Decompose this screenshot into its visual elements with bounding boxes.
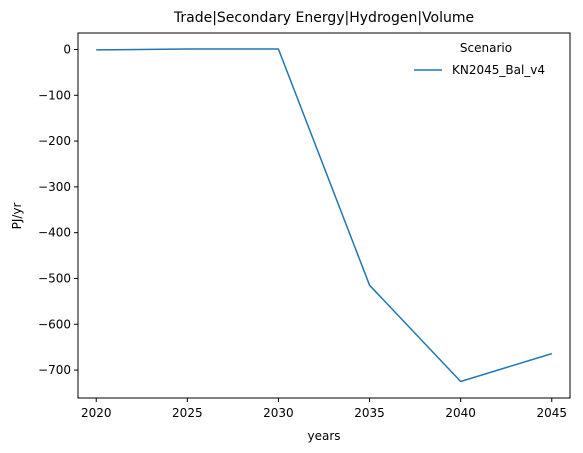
y-tick-label: −500	[38, 271, 71, 285]
x-axis: 2020 2025 2030 2035 2040 2045	[81, 398, 567, 420]
plot-area-frame	[77, 32, 571, 399]
y-axis: 0 −100 −200 −300 −400 −500 −600 −700	[38, 42, 78, 377]
y-axis-label: PJ/yr	[10, 203, 24, 230]
legend-title: Scenario	[460, 41, 512, 55]
chart-title: Trade|Secondary Energy|Hydrogen|Volume	[173, 10, 474, 26]
x-tick-label: 2020	[81, 406, 112, 420]
x-tick-label: 2030	[263, 406, 294, 420]
y-tick-label: 0	[63, 42, 71, 56]
y-tick-label: −300	[38, 180, 71, 194]
series-line-kn2045-bal-v4	[96, 48, 553, 383]
x-tick-label: 2045	[537, 406, 568, 420]
legend-entry-kn2045-bal-v4: KN2045_Bal_v4	[452, 63, 545, 77]
x-axis-label: years	[307, 429, 340, 443]
y-tick-label: −100	[38, 88, 71, 102]
y-tick-label: −200	[38, 134, 71, 148]
x-tick-label: 2025	[172, 406, 203, 420]
x-tick-label: 2040	[445, 406, 476, 420]
series-layer	[96, 48, 553, 383]
x-tick-label: 2035	[354, 406, 385, 420]
y-tick-label: −700	[38, 363, 71, 377]
legend: Scenario KN2045_Bal_v4	[414, 41, 545, 77]
y-tick-label: −400	[38, 226, 71, 240]
y-tick-label: −600	[38, 317, 71, 331]
